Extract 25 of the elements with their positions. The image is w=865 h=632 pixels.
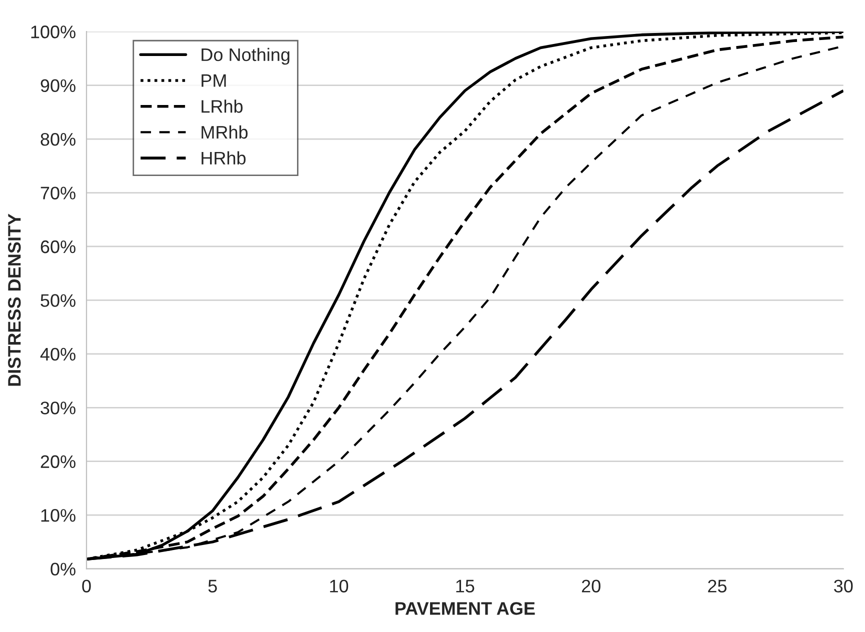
x-tick-label: 15	[456, 580, 474, 592]
x-tick-label: 20	[582, 580, 600, 592]
y-tick-label: 10%	[41, 509, 76, 522]
y-tick-label: 100%	[31, 26, 76, 38]
y-tick-label: 60%	[40, 240, 76, 254]
y-tick-label: 50%	[40, 294, 76, 307]
y-tick-label: 70%	[40, 186, 76, 200]
x-axis-title: PAVEMENT AGE	[396, 602, 535, 615]
y-tick-label: 30%	[40, 402, 76, 414]
legend-label: LRhb	[202, 100, 243, 113]
y-tick-label: 20%	[40, 455, 76, 468]
y-tick-label: 90%	[40, 79, 76, 92]
y-tick-label: 0%	[50, 562, 76, 576]
y-tick-label: 40%	[40, 348, 76, 361]
y-axis-title: DISTRESS DENSITY	[8, 214, 21, 386]
legend-label: Do Nothing	[202, 48, 290, 65]
legend-label: MRhb	[202, 125, 248, 139]
x-tick-label: 0	[82, 580, 91, 592]
y-tick-label: 80%	[40, 132, 76, 146]
x-tick-label: 30	[834, 580, 853, 592]
x-tick-label: 10	[330, 580, 348, 592]
x-tick-label: 25	[708, 580, 727, 592]
legend-label: HRhb	[202, 151, 246, 165]
x-tick-label: 5	[208, 580, 217, 592]
legend-label: PM	[202, 74, 226, 87]
